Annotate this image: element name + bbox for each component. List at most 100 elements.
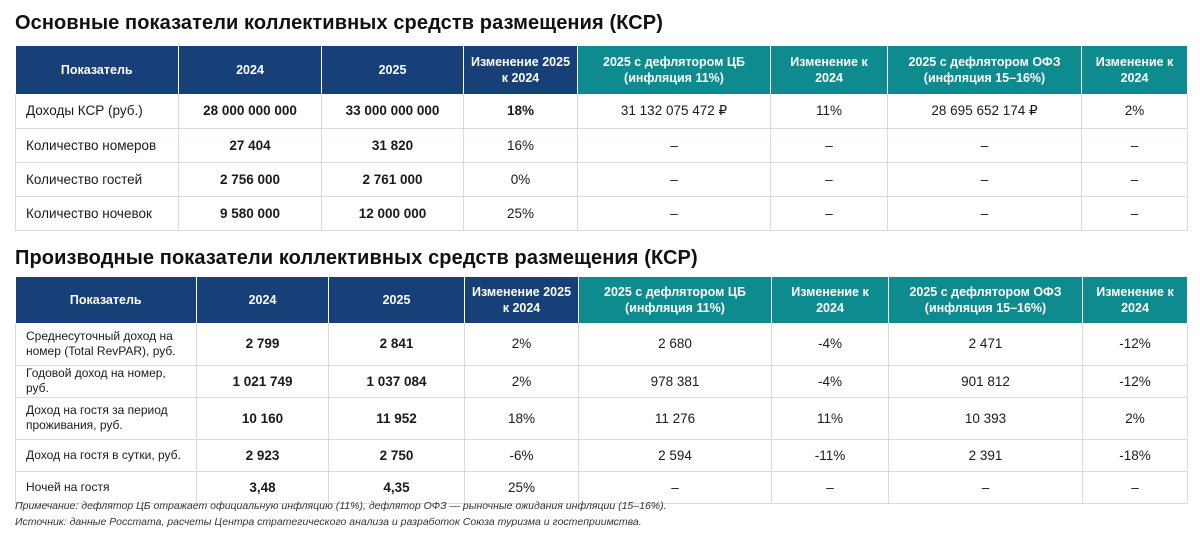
col-header-ofz-change: Изменение к 2024 xyxy=(1082,277,1188,323)
cell-cb-change: 11% xyxy=(770,94,888,129)
col-header-2024: 2024 xyxy=(196,277,329,323)
cell-cb-change: – xyxy=(770,162,888,197)
cell-2024: 1 021 749 xyxy=(196,365,329,398)
row-label: Количество гостей xyxy=(15,162,179,197)
cell-change: 25% xyxy=(463,196,578,231)
cell-2025: 11 952 xyxy=(328,397,465,440)
col-header-cb-deflator: 2025 с дефлятором ЦБ (инфляция 11%) xyxy=(577,46,771,94)
table-row: Количество гостей 2 756 000 2 761 000 0%… xyxy=(15,162,1188,197)
cell-cb-change: -4% xyxy=(771,323,889,366)
table1-header-row: Показатель 2024 2025 Изменение 2025 к 20… xyxy=(15,46,1188,94)
cell-2025: 4,35 xyxy=(328,471,465,504)
cell-2025: 31 820 xyxy=(321,128,464,163)
cell-change: 18% xyxy=(463,94,578,129)
cell-cb-change: – xyxy=(770,196,888,231)
col-header-ofz-change: Изменение к 2024 xyxy=(1081,46,1188,94)
cell-change: 25% xyxy=(464,471,579,504)
cell-ofz-change: -18% xyxy=(1082,439,1188,472)
table-row: Доходы КСР (руб.) 28 000 000 000 33 000 … xyxy=(15,94,1188,129)
col-header-ofz-deflator: 2025 с дефлятором ОФЗ (инфляция 15–16%) xyxy=(887,46,1082,94)
cell-ofz-change: – xyxy=(1081,196,1188,231)
cell-change: 2% xyxy=(464,323,579,366)
main-indicators-table: Показатель 2024 2025 Изменение 2025 к 20… xyxy=(15,46,1188,231)
cell-ofz-change: -12% xyxy=(1082,323,1188,366)
col-header-indicator: Показатель xyxy=(15,277,197,323)
cell-ofz-deflator: 2 391 xyxy=(888,439,1083,472)
cell-cb-deflator: – xyxy=(577,128,771,163)
row-label: Доходы КСР (руб.) xyxy=(15,94,179,129)
cell-change: -6% xyxy=(464,439,579,472)
cell-ofz-change: – xyxy=(1081,162,1188,197)
row-label: Годовой доход на номер, руб. xyxy=(15,365,197,398)
cell-2024: 3,48 xyxy=(196,471,329,504)
cell-cb-deflator: 2 594 xyxy=(578,439,772,472)
row-label: Количество номеров xyxy=(15,128,179,163)
cell-cb-change: -11% xyxy=(771,439,889,472)
table1-title: Основные показатели коллективных средств… xyxy=(15,12,663,34)
cell-change: 2% xyxy=(464,365,579,398)
cell-ofz-deflator: – xyxy=(888,471,1083,504)
cell-2024: 28 000 000 000 xyxy=(178,94,322,129)
cell-ofz-deflator: – xyxy=(887,196,1082,231)
cell-change: 16% xyxy=(463,128,578,163)
cell-2025: 12 000 000 xyxy=(321,196,464,231)
col-header-cb-deflator: 2025 с дефлятором ЦБ (инфляция 11%) xyxy=(578,277,772,323)
cell-cb-deflator: – xyxy=(578,471,772,504)
cell-cb-deflator: 11 276 xyxy=(578,397,772,440)
col-header-cb-change: Изменение к 2024 xyxy=(770,46,888,94)
cell-2024: 27 404 xyxy=(178,128,322,163)
cell-cb-change: 11% xyxy=(771,397,889,440)
cell-cb-deflator: 31 132 075 472 ₽ xyxy=(577,94,771,129)
row-label: Ночей на гостя xyxy=(15,471,197,504)
cell-ofz-deflator: 28 695 652 174 ₽ xyxy=(887,94,1082,129)
footnotes: Примечание: дефлятор ЦБ отражает официал… xyxy=(15,498,667,530)
cell-cb-change: – xyxy=(771,471,889,504)
table-row: Среднесуточный доход на номер (Total Rev… xyxy=(15,323,1188,366)
cell-2025: 2 841 xyxy=(328,323,465,366)
col-header-ofz-deflator: 2025 с дефлятором ОФЗ (инфляция 15–16%) xyxy=(888,277,1083,323)
table2-header-row: Показатель 2024 2025 Изменение 2025 к 20… xyxy=(15,277,1188,323)
row-label: Среднесуточный доход на номер (Total Rev… xyxy=(15,323,197,366)
cell-ofz-deflator: 2 471 xyxy=(888,323,1083,366)
cell-cb-deflator: – xyxy=(577,196,771,231)
cell-2025: 33 000 000 000 xyxy=(321,94,464,129)
cell-cb-deflator: 2 680 xyxy=(578,323,772,366)
cell-change: 18% xyxy=(464,397,579,440)
col-header-cb-change: Изменение к 2024 xyxy=(771,277,889,323)
cell-2024: 2 756 000 xyxy=(178,162,322,197)
table-row: Доход на гостя в сутки, руб. 2 923 2 750… xyxy=(15,439,1188,472)
cell-cb-change: -4% xyxy=(771,365,889,398)
col-header-2024: 2024 xyxy=(178,46,322,94)
cell-ofz-change: – xyxy=(1082,471,1188,504)
cell-2025: 2 750 xyxy=(328,439,465,472)
cell-ofz-deflator: – xyxy=(887,128,1082,163)
table-row: Доход на гостя за период проживания, руб… xyxy=(15,397,1188,440)
cell-ofz-deflator: 10 393 xyxy=(888,397,1083,440)
cell-ofz-change: – xyxy=(1081,128,1188,163)
cell-cb-change: – xyxy=(770,128,888,163)
row-label: Доход на гостя в сутки, руб. xyxy=(15,439,197,472)
table2-title: Производные показатели коллективных сред… xyxy=(15,247,698,269)
cell-ofz-change: 2% xyxy=(1082,397,1188,440)
col-header-change: Изменение 2025 к 2024 xyxy=(463,46,578,94)
cell-cb-deflator: – xyxy=(577,162,771,197)
col-header-change: Изменение 2025 к 2024 xyxy=(464,277,579,323)
col-header-2025: 2025 xyxy=(321,46,464,94)
cell-2024: 10 160 xyxy=(196,397,329,440)
table-row: Количество ночевок 9 580 000 12 000 000 … xyxy=(15,196,1188,231)
cell-change: 0% xyxy=(463,162,578,197)
row-label: Количество ночевок xyxy=(15,196,179,231)
table-row: Годовой доход на номер, руб. 1 021 749 1… xyxy=(15,365,1188,398)
table-row: Ночей на гостя 3,48 4,35 25% – – – – xyxy=(15,471,1188,504)
cell-2024: 2 799 xyxy=(196,323,329,366)
cell-ofz-deflator: 901 812 xyxy=(888,365,1083,398)
cell-ofz-change: -12% xyxy=(1082,365,1188,398)
source-text: Источник: данные Росстата, расчеты Центр… xyxy=(15,516,642,528)
cell-2025: 1 037 084 xyxy=(328,365,465,398)
note-text: Примечание: дефлятор ЦБ отражает официал… xyxy=(15,500,667,512)
table-row: Количество номеров 27 404 31 820 16% – –… xyxy=(15,128,1188,163)
derived-indicators-table: Показатель 2024 2025 Изменение 2025 к 20… xyxy=(15,277,1188,504)
col-header-2025: 2025 xyxy=(328,277,465,323)
cell-2024: 2 923 xyxy=(196,439,329,472)
